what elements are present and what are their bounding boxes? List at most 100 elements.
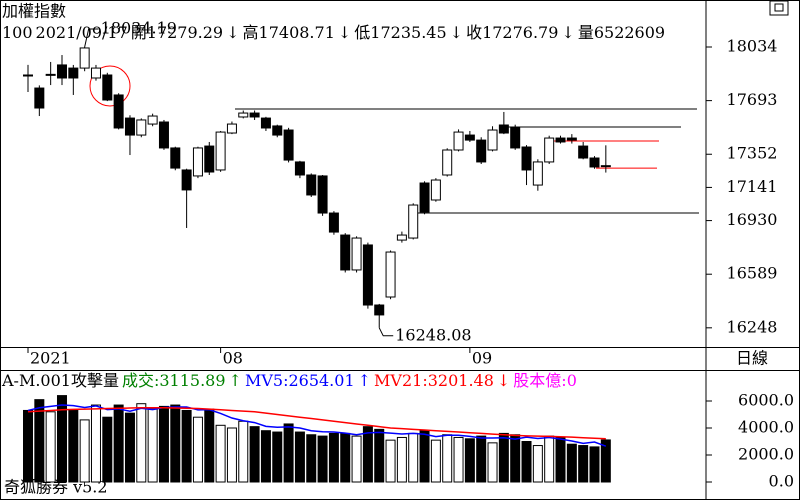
y-tick-label: 6000.0 bbox=[738, 390, 794, 409]
y-tick-label: 2000.0 bbox=[738, 444, 794, 463]
candle-body bbox=[396, 234, 407, 241]
candle-body bbox=[544, 137, 555, 163]
legend-entry: MV21:3201.48 bbox=[374, 371, 494, 390]
candle-body bbox=[45, 73, 56, 76]
chart-title: 加權指數 bbox=[2, 2, 66, 21]
candle-body bbox=[555, 137, 566, 143]
candle-body bbox=[521, 146, 532, 171]
x-tick-label: 08 bbox=[223, 349, 243, 368]
candle-body bbox=[204, 145, 215, 173]
volume-bar bbox=[204, 408, 215, 483]
volume-bar bbox=[317, 435, 328, 483]
candle-body bbox=[68, 67, 79, 79]
annotation-leader bbox=[378, 327, 394, 337]
window-icon[interactable] bbox=[769, 0, 789, 16]
candle-body bbox=[215, 131, 226, 171]
volume-bar bbox=[544, 435, 555, 483]
candle-body bbox=[430, 179, 441, 201]
quote-field: ↓ bbox=[561, 23, 574, 42]
volume-bar bbox=[147, 408, 158, 483]
volume-bar bbox=[181, 409, 192, 483]
candle-body bbox=[181, 169, 192, 191]
candle-body bbox=[453, 131, 464, 151]
y-tick-label: 16930 bbox=[727, 210, 778, 229]
candle-body bbox=[589, 157, 600, 168]
candle-body bbox=[578, 145, 589, 159]
legend-entry: ↑ bbox=[358, 371, 371, 390]
candle-body bbox=[487, 129, 498, 151]
volume-bar bbox=[464, 438, 475, 483]
candle-body bbox=[566, 137, 577, 141]
candle-body bbox=[464, 134, 475, 141]
volume-bar bbox=[68, 409, 79, 483]
volume-bar bbox=[396, 436, 407, 483]
volume-bar bbox=[328, 432, 339, 483]
volume-bar bbox=[374, 428, 385, 483]
volume-bar bbox=[215, 424, 226, 483]
candle-body bbox=[260, 117, 271, 129]
quote-field: ↓ bbox=[450, 23, 463, 42]
moving-average-line bbox=[27, 406, 606, 440]
candle-body bbox=[532, 161, 543, 186]
candle-body bbox=[113, 94, 124, 129]
y-tick-label: 17693 bbox=[727, 90, 778, 109]
candle-body bbox=[283, 129, 294, 161]
volume-bar bbox=[158, 405, 169, 483]
candle-body bbox=[226, 123, 237, 134]
volume-bar bbox=[294, 431, 305, 483]
candle-body bbox=[419, 182, 430, 213]
volume-bar bbox=[79, 419, 90, 483]
candle-body bbox=[317, 175, 328, 214]
volume-bar bbox=[430, 439, 441, 483]
candle-body bbox=[249, 112, 260, 118]
candle-body bbox=[192, 147, 203, 177]
volume-bar bbox=[362, 426, 373, 483]
volume-bar bbox=[113, 404, 124, 483]
candle-body bbox=[374, 304, 385, 316]
legend-entry: 股本億:0 bbox=[513, 371, 577, 390]
candle-body bbox=[306, 174, 317, 196]
quote-info: 100 2021/09/17 開17279.29 ↓ 高17408.71 ↓ 低17235.… bbox=[2, 23, 665, 42]
legend-entry: 成交:3115.89 bbox=[122, 371, 226, 390]
y-tick-label: 17352 bbox=[727, 144, 778, 163]
quote-field: 2021/09/17 bbox=[36, 23, 128, 42]
legend-entry: MV5:2654.01 bbox=[245, 371, 355, 390]
volume-bar bbox=[521, 440, 532, 483]
volume-title: A-M.001攻擊量 bbox=[1, 371, 119, 390]
quote-field: 低17235.45 bbox=[354, 23, 446, 42]
candle-body bbox=[328, 212, 339, 233]
volume-bar bbox=[90, 404, 101, 483]
quote-field: 量6522609 bbox=[578, 23, 665, 42]
candle-body bbox=[158, 121, 169, 149]
volume-bar bbox=[351, 435, 362, 483]
volume-bar bbox=[419, 430, 430, 483]
highlight-circle bbox=[89, 65, 131, 107]
volume-bar bbox=[532, 445, 543, 483]
candle-body bbox=[442, 149, 453, 176]
volume-bar bbox=[510, 434, 521, 483]
volume-bar bbox=[589, 446, 600, 483]
annotation-leader bbox=[84, 28, 99, 48]
volume-bar bbox=[102, 416, 113, 483]
quote-field: ↓ bbox=[338, 23, 351, 42]
candle-body bbox=[340, 234, 351, 271]
volume-bar bbox=[476, 435, 487, 483]
candle-body bbox=[510, 127, 521, 149]
candle-body bbox=[498, 124, 509, 134]
quote-field: ↓ bbox=[226, 23, 239, 42]
candle-body bbox=[170, 147, 181, 169]
candle-body bbox=[600, 165, 611, 168]
annotation: 16248.08 bbox=[395, 325, 471, 344]
volume-bar bbox=[34, 399, 45, 483]
candle-body bbox=[102, 74, 113, 101]
volume-bar bbox=[555, 436, 566, 483]
y-tick-label: 17141 bbox=[727, 177, 778, 196]
volume-bar bbox=[260, 430, 271, 483]
volume-bar bbox=[487, 442, 498, 483]
volume-bar bbox=[192, 416, 203, 483]
x-tick-label: 2021 bbox=[30, 349, 71, 368]
candle-body bbox=[272, 125, 283, 136]
volume-bar bbox=[23, 409, 33, 483]
moving-average-line bbox=[27, 404, 607, 447]
volume-bar bbox=[498, 432, 509, 483]
